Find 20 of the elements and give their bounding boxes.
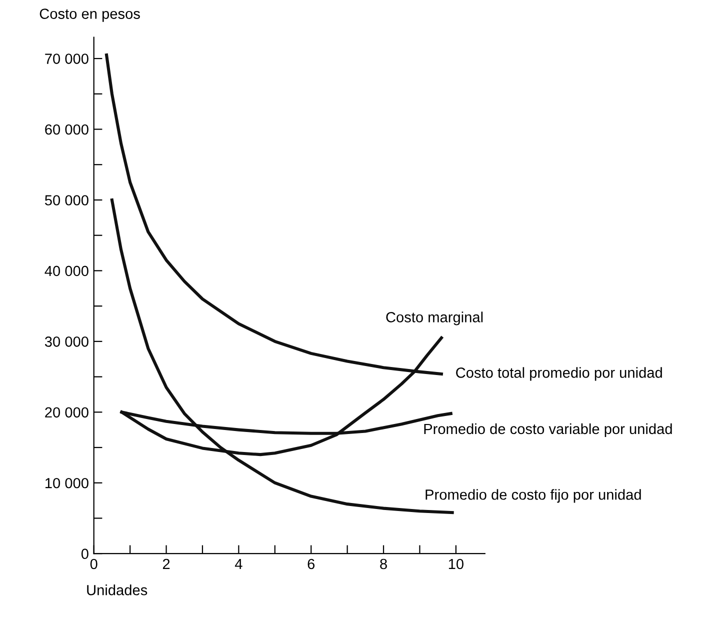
y-tick-label: 30 000 [44,336,88,347]
x-tick-label: 6 [308,558,315,570]
series-label: Costo marginal [386,312,483,326]
y-tick-label: 70 000 [45,54,88,64]
y-tick-label: 20 000 [45,407,88,418]
y-tick-label: 0 [81,548,88,560]
y-tick-label: 10 000 [46,478,88,488]
y-axis-title: Costo en pesos [40,8,140,22]
y-tick-label: 40 000 [44,266,88,276]
y-tick-label: 50 000 [44,195,88,206]
series-label: Costo total promedio por unidad [456,367,662,381]
x-axis-title: Unidades [87,584,148,596]
x-tick-label: 8 [380,558,387,570]
x-tick-label: 4 [234,558,242,570]
x-tick-label: 0 [90,558,98,570]
x-tick-label: 2 [162,558,170,570]
series-label: Promedio de costo fijo por unidad [426,489,641,503]
x-tick-label: 10 [448,558,464,570]
series-label: Promedio de costo variable por unidad [424,423,672,438]
y-tick-label: 60 000 [45,124,88,135]
